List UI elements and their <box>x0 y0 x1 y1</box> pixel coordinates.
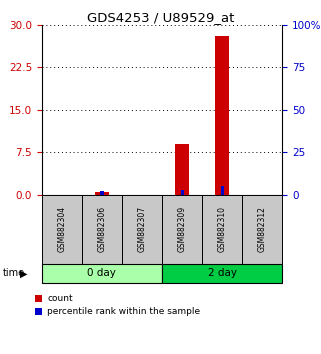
Text: time: time <box>3 268 25 279</box>
Bar <box>180 190 184 195</box>
Text: percentile rank within the sample: percentile rank within the sample <box>47 307 200 316</box>
Bar <box>221 186 224 195</box>
Text: GSM882309: GSM882309 <box>178 206 187 252</box>
Bar <box>95 192 109 195</box>
Text: GSM882307: GSM882307 <box>137 206 147 252</box>
Text: 2 day: 2 day <box>208 268 237 279</box>
Text: GSM882306: GSM882306 <box>97 206 107 252</box>
Bar <box>175 144 189 195</box>
Text: ▶: ▶ <box>20 268 28 279</box>
Text: GSM882310: GSM882310 <box>218 206 227 252</box>
Text: GDS4253 / U89529_at: GDS4253 / U89529_at <box>87 11 234 24</box>
Bar <box>100 191 103 195</box>
Bar <box>215 36 229 195</box>
Text: count: count <box>47 293 73 303</box>
Text: GSM882304: GSM882304 <box>57 206 66 252</box>
Text: 0 day: 0 day <box>88 268 116 279</box>
Text: GSM882312: GSM882312 <box>258 206 267 252</box>
